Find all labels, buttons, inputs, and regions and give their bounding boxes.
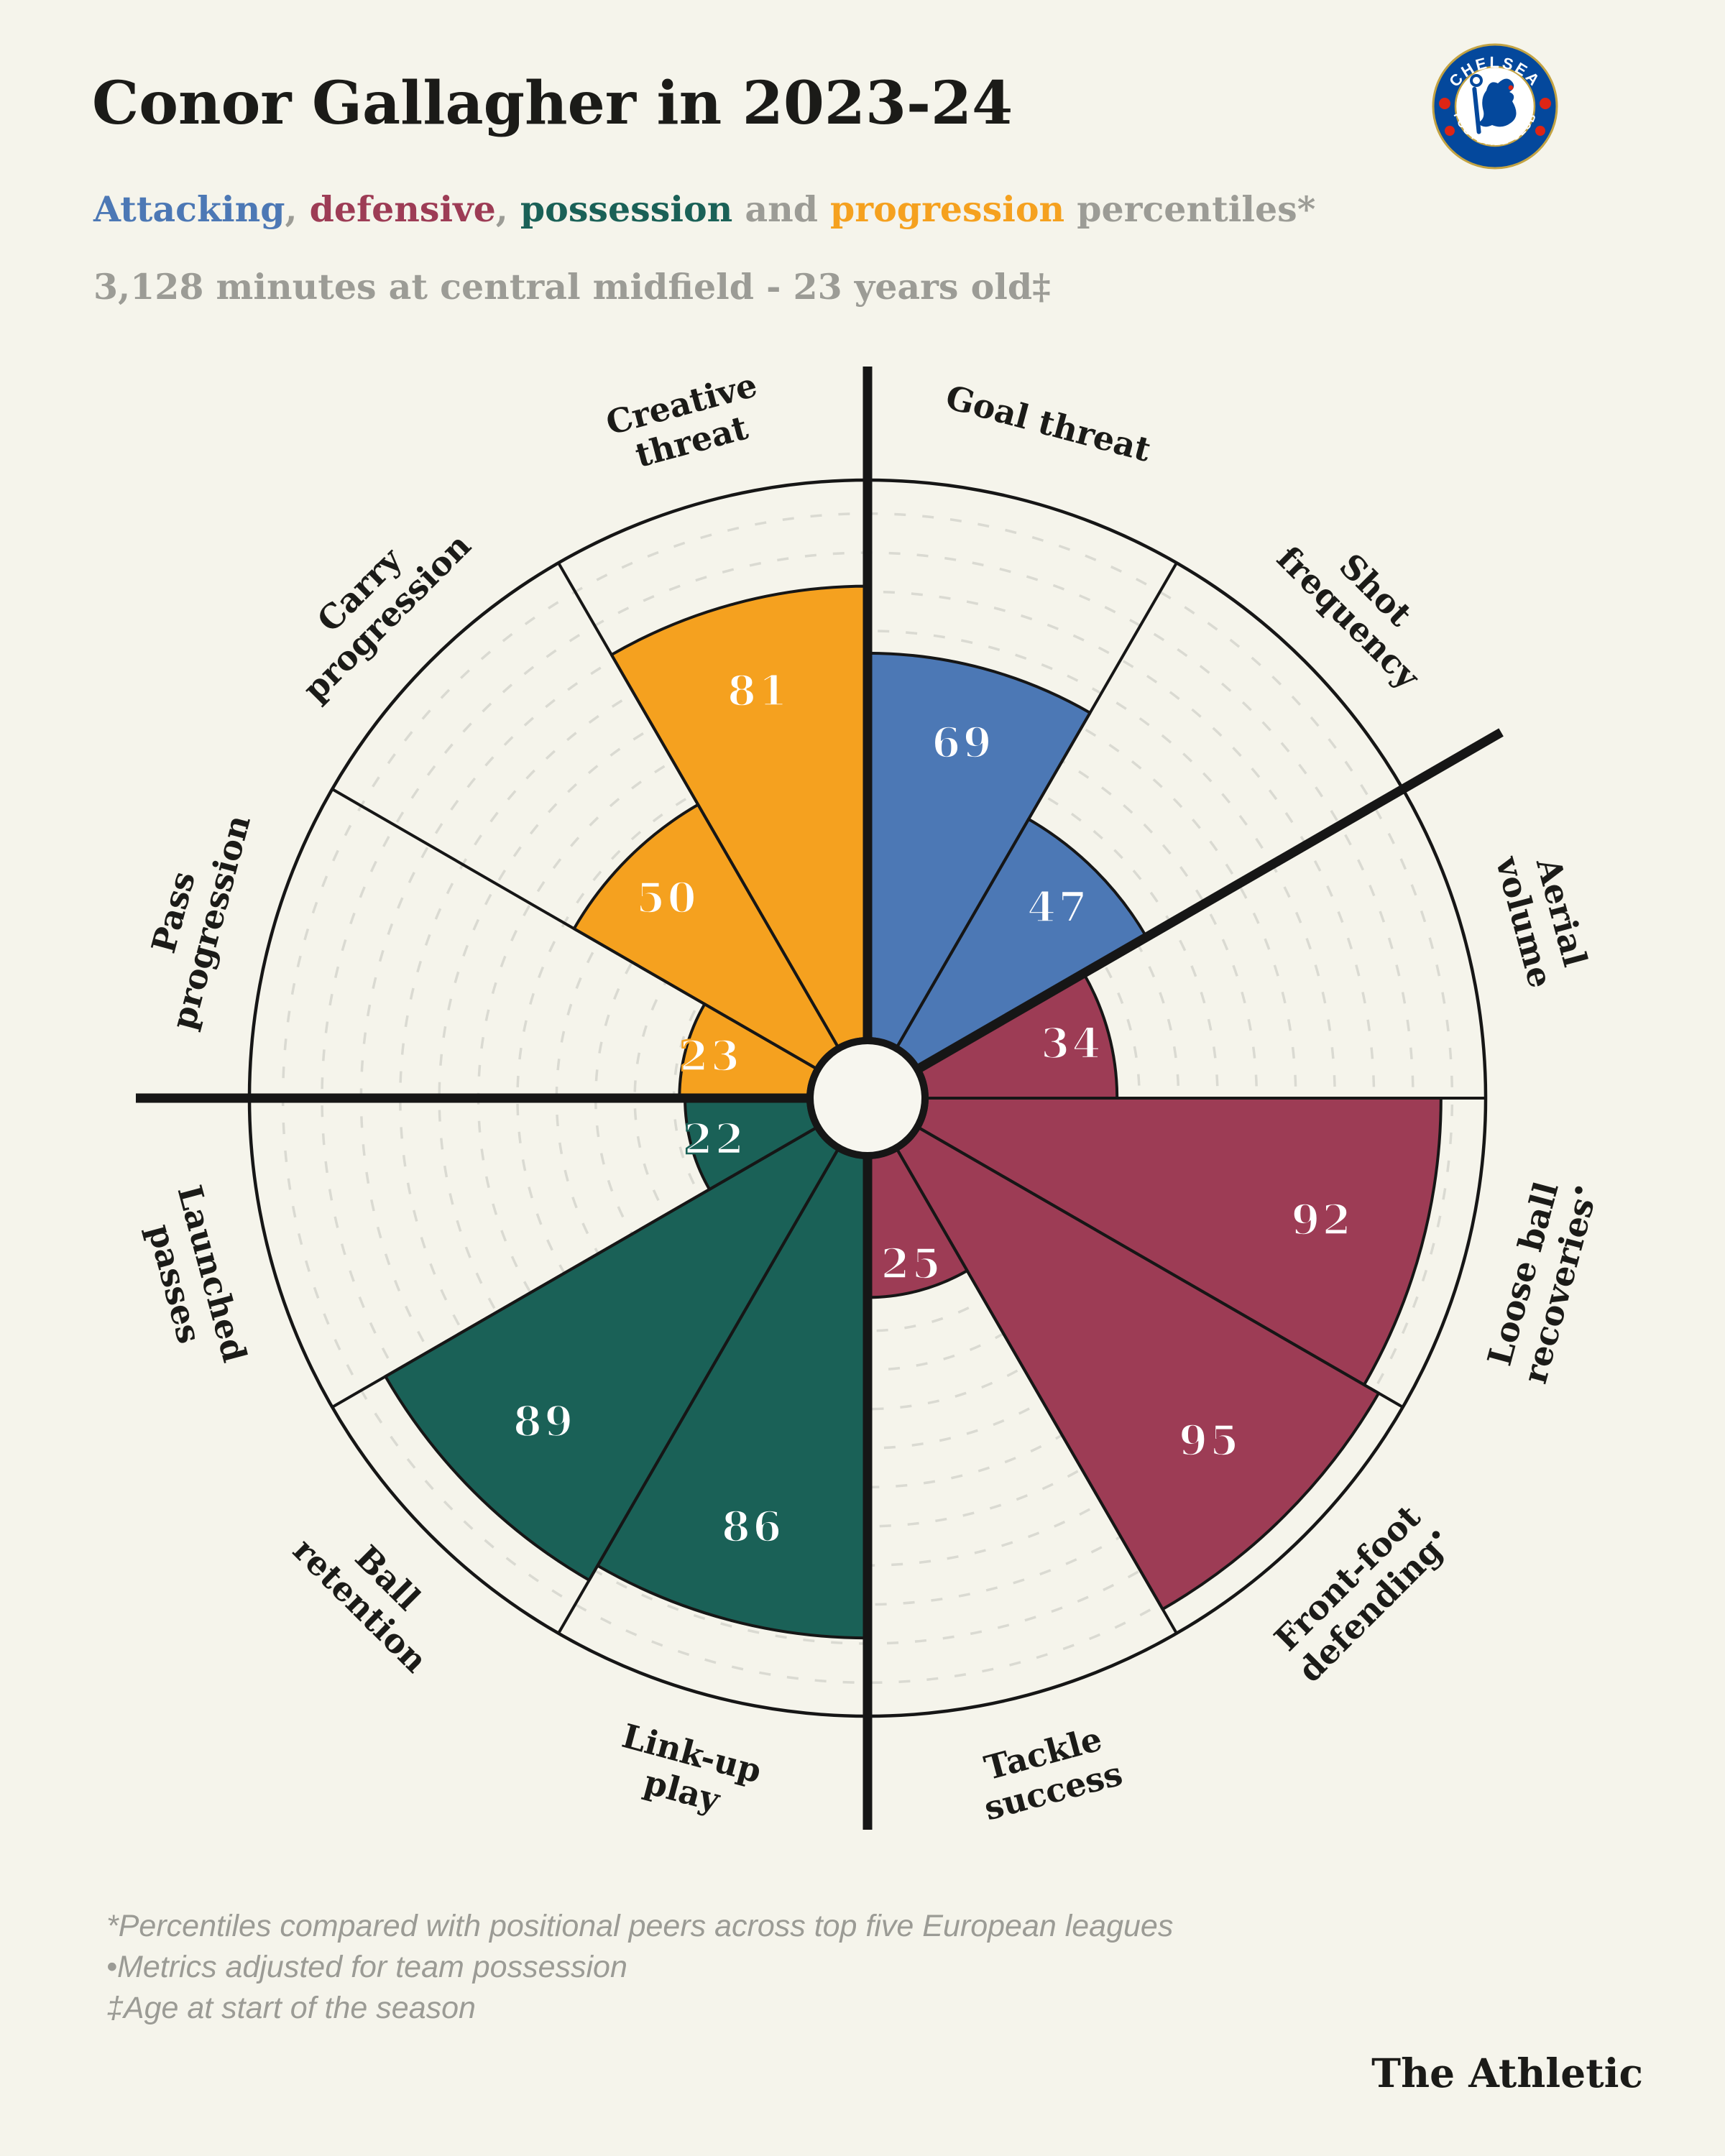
footnote-line: *Percentiles compared with positional pe… xyxy=(106,1909,1174,1943)
sector-line xyxy=(557,1148,840,1634)
player-details: 3,128 minutes at central midfield - 23 y… xyxy=(93,266,1051,308)
slice-value-link-up-play: 86 xyxy=(722,1503,784,1552)
slice-label-carry-progression: Carryprogression xyxy=(268,499,479,709)
badge-rose-icon xyxy=(1535,126,1545,136)
subtitle-segment: defensive xyxy=(309,188,496,230)
badge-football-icon xyxy=(1439,98,1450,109)
slice-label-front-foot-defending: Front-footdefending• xyxy=(1263,1493,1459,1690)
footnotes: *Percentiles compared with positional pe… xyxy=(106,1906,1173,2028)
slice-value-launched-passes: 22 xyxy=(684,1115,746,1164)
badge-football-icon xyxy=(1540,98,1551,109)
footnote-line: ‡Age at start of the season xyxy=(106,1990,476,2025)
slice-value-creative-threat: 81 xyxy=(727,666,790,715)
slice-label-goal-threat: Goal threat xyxy=(942,377,1155,469)
subtitle-categories: Attacking, defensive, possession and pro… xyxy=(93,188,1315,230)
slice-label-loose-ball-recoveries: Loose ballrecoveries• xyxy=(1478,1170,1606,1388)
sector-line xyxy=(918,1126,1404,1409)
slice-value-aerial-volume: 34 xyxy=(1041,1019,1103,1068)
slice-value-tackle-success: 25 xyxy=(880,1239,943,1288)
slice-value-shot-frequency: 47 xyxy=(1027,883,1090,932)
group-divider xyxy=(865,728,1504,1102)
sector-line xyxy=(331,788,817,1070)
badge-lion-icon xyxy=(1470,74,1517,134)
sector-line xyxy=(896,562,1178,1048)
badge-rose-icon xyxy=(1445,126,1455,136)
slice-value-goal-threat: 69 xyxy=(932,719,994,768)
page-title: Conor Gallagher in 2023-24 xyxy=(92,69,1013,138)
slice-value-front-foot-defending: 95 xyxy=(1179,1416,1241,1465)
sector-line xyxy=(896,1148,1178,1634)
sector-line xyxy=(331,1126,817,1409)
slice-label-shot-frequency: Shotfrequency xyxy=(1269,511,1455,697)
slice-value-carry-progression: 50 xyxy=(636,874,699,923)
slice-value-pass-progression: 23 xyxy=(679,1032,742,1081)
subtitle-segment: and xyxy=(732,188,831,230)
subtitle-segment: Attacking xyxy=(93,188,285,230)
subtitle-segment: percentiles* xyxy=(1064,188,1316,230)
slice-label-creative-threat: Creativethreat xyxy=(602,365,771,480)
subtitle-segment: possession xyxy=(520,188,733,230)
subtitle-segment: progression xyxy=(830,188,1065,230)
slice-label-tackle-success: Tacklesuccess xyxy=(970,1716,1126,1828)
slice-label-pass-progression: Passprogression xyxy=(126,801,258,1033)
slice-label-link-up-play: Link-upplay xyxy=(608,1716,765,1828)
slice-label-aerial-volume: Aerialvolume xyxy=(1488,842,1598,992)
slice-value-ball-retention: 89 xyxy=(513,1397,576,1446)
subtitle-segment: , xyxy=(285,188,310,230)
sector-line xyxy=(557,562,840,1048)
club-badge: CHELSEA FOOTBALL CLUB xyxy=(1432,43,1558,170)
slice-label-ball-retention: Ballretention xyxy=(285,1503,462,1680)
footnote-line: •Metrics adjusted for team possession xyxy=(106,1949,627,1984)
center-hub xyxy=(806,1037,929,1159)
credit: The Athletic xyxy=(1371,2050,1643,2096)
subtitle-segment: , xyxy=(495,188,520,230)
slice-label-launched-passes: Launchedpasses xyxy=(132,1181,254,1376)
slice-value-loose-ball-recoveries: 92 xyxy=(1291,1195,1353,1244)
